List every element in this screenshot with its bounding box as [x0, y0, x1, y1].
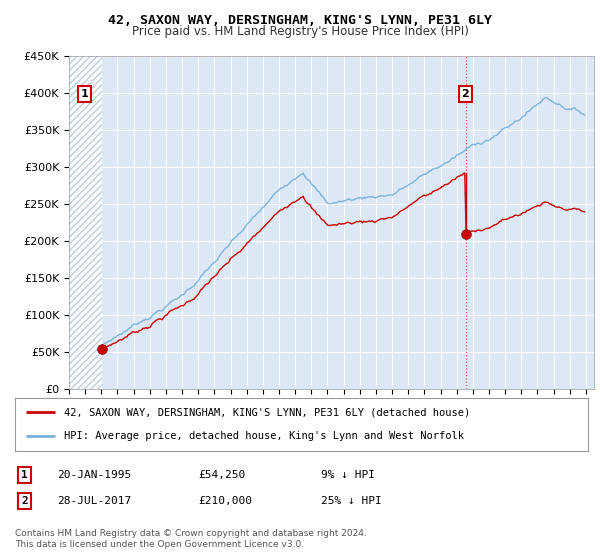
Text: 1: 1 [80, 88, 88, 99]
Text: 20-JAN-1995: 20-JAN-1995 [57, 470, 131, 480]
Text: £210,000: £210,000 [198, 496, 252, 506]
Text: 9% ↓ HPI: 9% ↓ HPI [321, 470, 375, 480]
Bar [69, 49, 102, 389]
Text: Price paid vs. HM Land Registry's House Price Index (HPI): Price paid vs. HM Land Registry's House … [131, 25, 469, 38]
Text: 25% ↓ HPI: 25% ↓ HPI [321, 496, 382, 506]
Text: £54,250: £54,250 [198, 470, 245, 480]
Text: 42, SAXON WAY, DERSINGHAM, KING'S LYNN, PE31 6LY (detached house): 42, SAXON WAY, DERSINGHAM, KING'S LYNN, … [64, 408, 470, 418]
Text: 2: 2 [461, 88, 469, 99]
Text: 42, SAXON WAY, DERSINGHAM, KING'S LYNN, PE31 6LY: 42, SAXON WAY, DERSINGHAM, KING'S LYNN, … [108, 14, 492, 27]
Text: 28-JUL-2017: 28-JUL-2017 [57, 496, 131, 506]
Text: HPI: Average price, detached house, King's Lynn and West Norfolk: HPI: Average price, detached house, King… [64, 431, 464, 441]
Text: 1: 1 [21, 470, 28, 480]
Text: Contains HM Land Registry data © Crown copyright and database right 2024.
This d: Contains HM Land Registry data © Crown c… [15, 529, 367, 549]
Text: 2: 2 [21, 496, 28, 506]
